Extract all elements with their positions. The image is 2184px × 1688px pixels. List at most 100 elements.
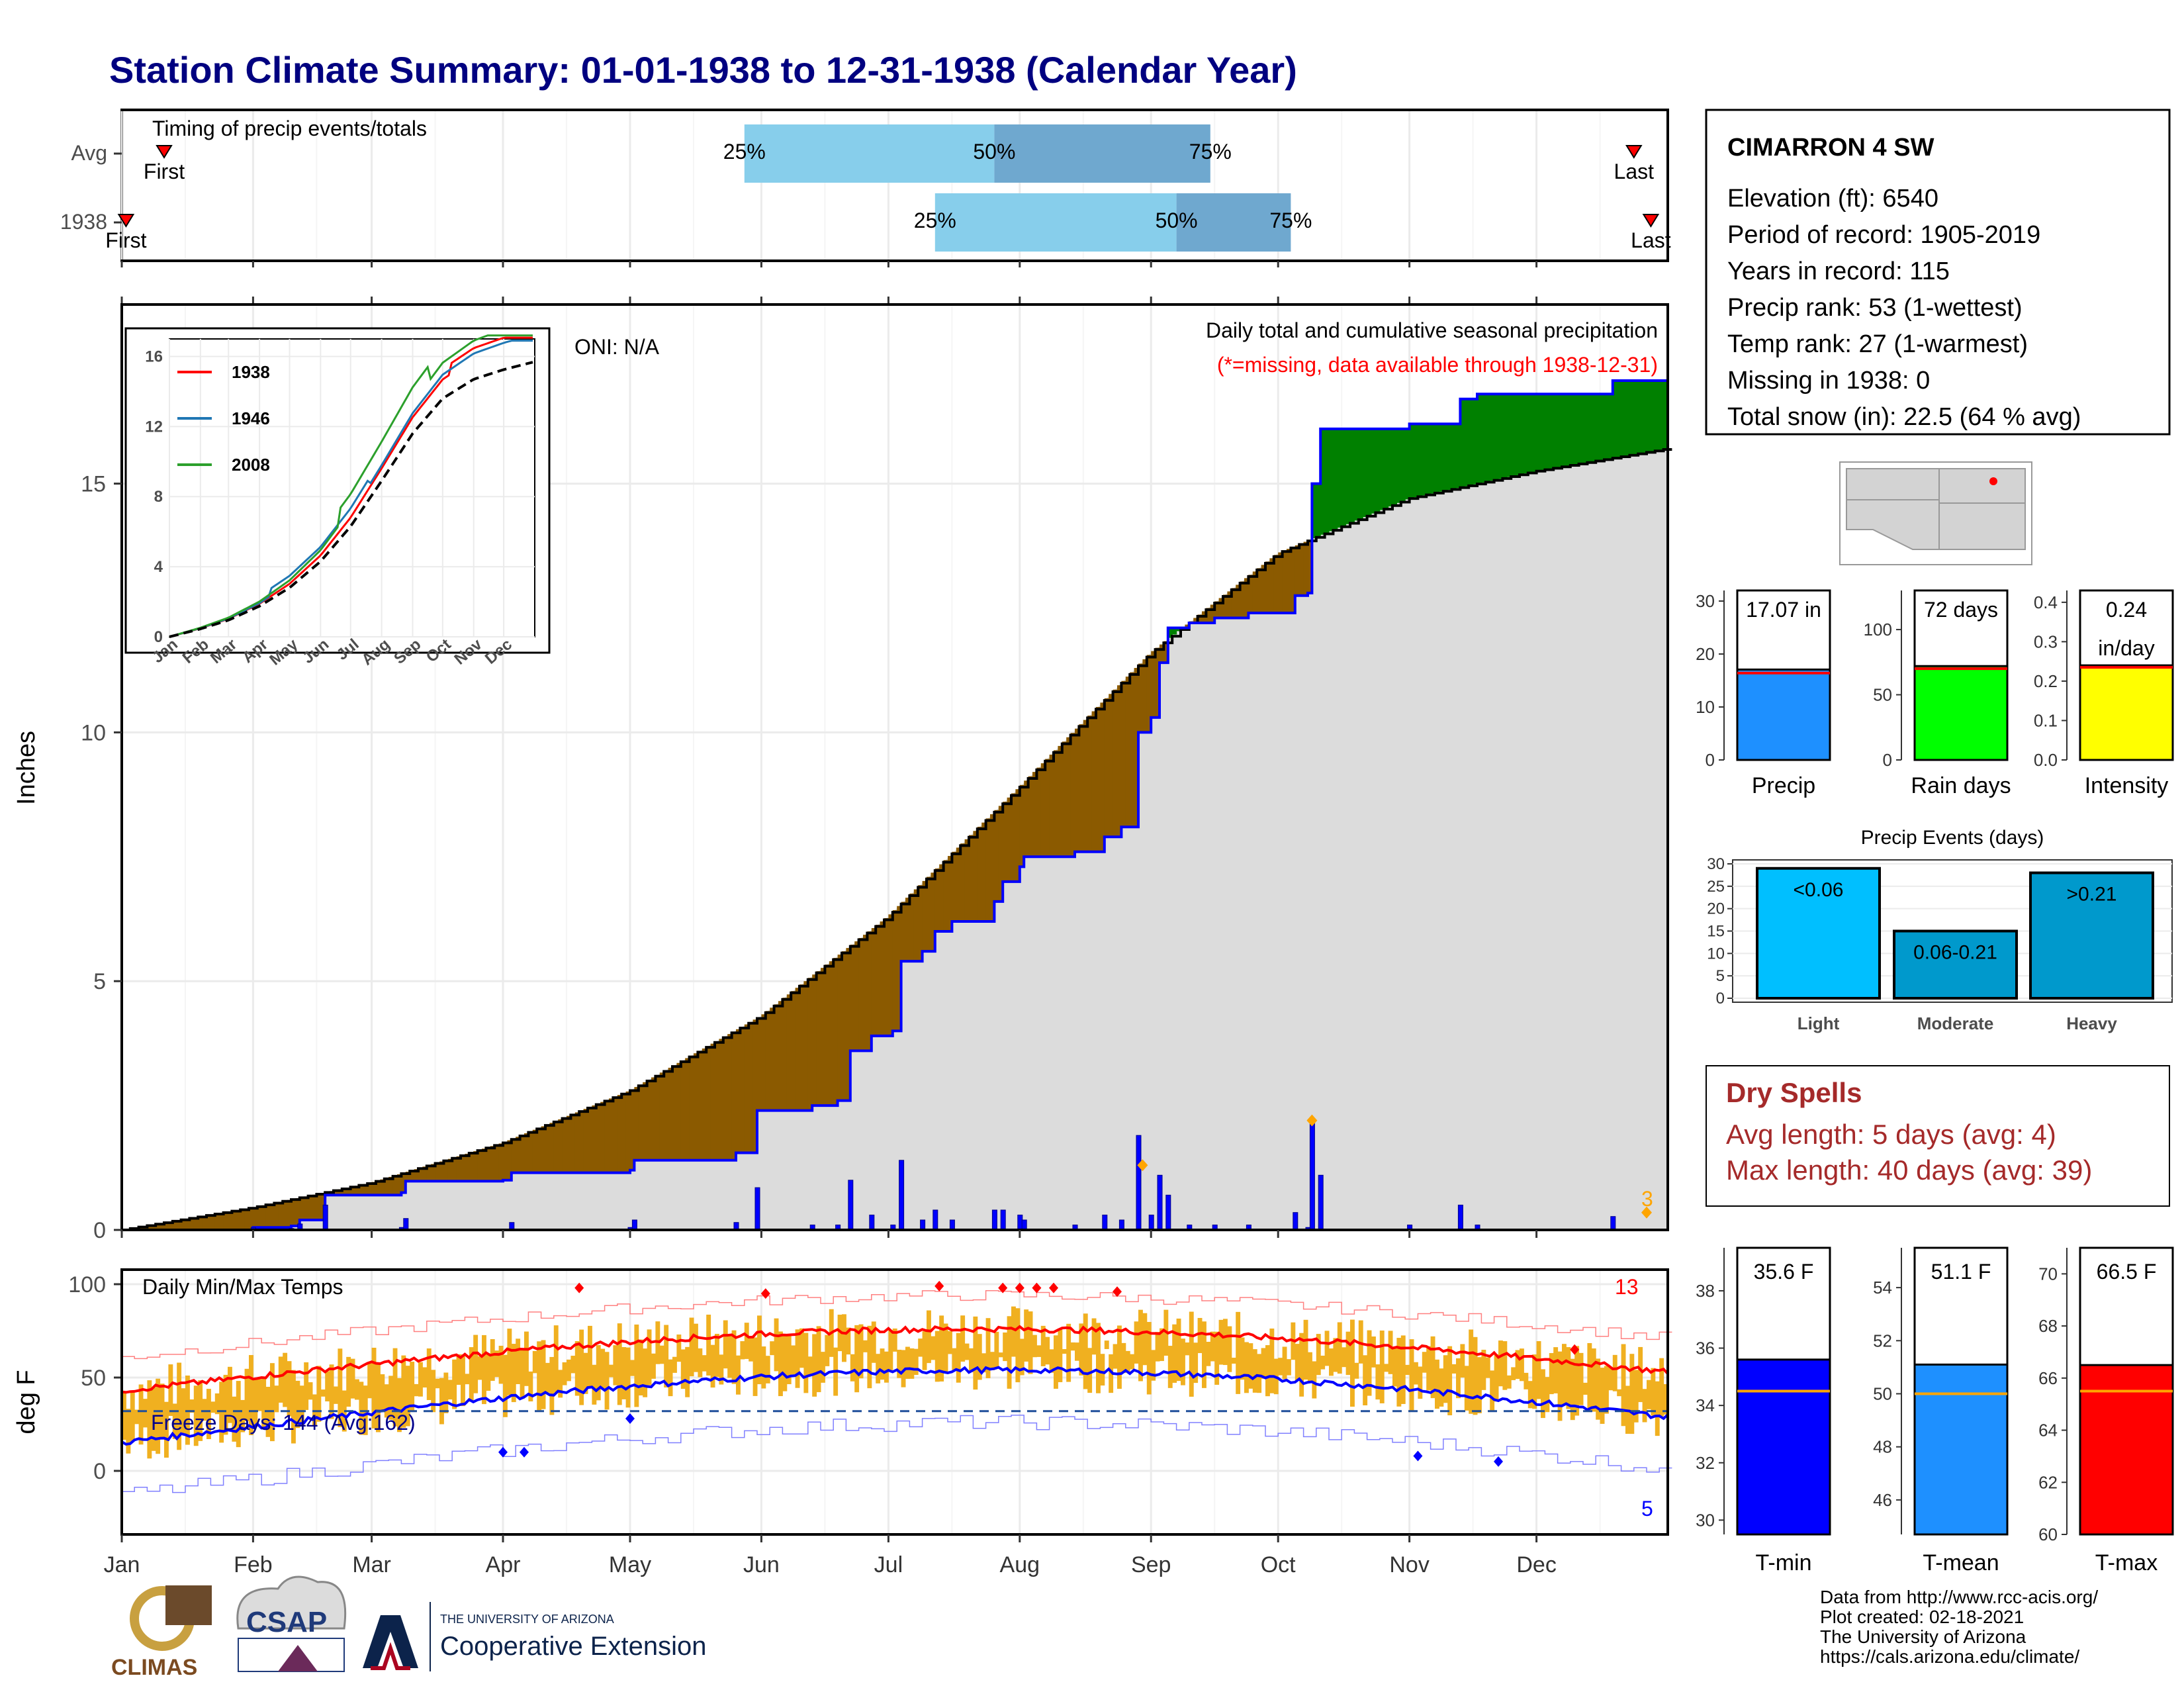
page-title: Station Climate Summary: 01-01-1938 to 1…	[109, 49, 1297, 91]
gauge-fill	[1736, 668, 1831, 761]
gauge-precip: 0 10 20 30 17.07 in Precip	[1696, 589, 1831, 798]
gauge-rain-days: 0 50 100 72 days Rain days	[1864, 589, 2011, 798]
month-label: Oct	[1261, 1552, 1296, 1577]
daily-precip-bar	[1102, 1214, 1108, 1231]
station-info-line: Elevation (ft): 6540	[1727, 185, 1938, 212]
ua-logo: THE UNIVERSITY OF ARIZONA Cooperative Ex…	[363, 1602, 706, 1671]
temp-gauge-tick: 50	[1873, 1384, 1892, 1404]
daily-precip-bar	[1165, 1194, 1171, 1231]
record-high-marker-icon	[934, 1280, 944, 1291]
temp-ytick: 0	[93, 1459, 106, 1484]
heavy-event-marker-icon	[1137, 1159, 1148, 1172]
events-bar-label: >0.21	[2067, 884, 2117, 906]
timing-p75-label: 75%	[1269, 209, 1312, 232]
gauge-label: Precip	[1752, 773, 1815, 798]
timing-row-label: Avg	[71, 141, 107, 165]
temp-gauge-t-max: 60 62 64 66 68 70 66.5 F T-max	[2038, 1246, 2174, 1575]
timing-last-marker-icon	[1642, 214, 1660, 228]
timing-first-label: First	[105, 228, 146, 252]
events-category: Moderate	[1917, 1013, 1994, 1033]
temp-gauge-tick: 54	[1873, 1278, 1892, 1297]
month-label: Jan	[104, 1552, 140, 1577]
daily-precip-bar	[1293, 1212, 1298, 1231]
record-low-marker-icon	[498, 1446, 508, 1458]
temp-gauge-tick: 48	[1873, 1437, 1892, 1457]
record-high-marker-icon	[1032, 1282, 1042, 1293]
record-high-marker-icon	[574, 1282, 584, 1293]
gauge-intensity: 0.0 0.1 0.2 0.3 0.4 0.24 in/day Intensity	[2034, 589, 2174, 798]
temp-gauge-value: 35.6 F	[1754, 1260, 1814, 1284]
daily-precip-bar	[1610, 1216, 1616, 1231]
precip-ytick: 10	[81, 720, 106, 745]
month-label: Aug	[1000, 1552, 1040, 1577]
timing-title: Timing of precip events/totals	[152, 117, 427, 140]
oni-label: ONI: N/A	[574, 335, 660, 359]
daily-precip-bar	[920, 1219, 926, 1231]
timing-panel: Timing of precip events/totals Avg 25% 50%…	[60, 109, 1671, 305]
station-info-box: CIMARRON 4 SW Elevation (ft): 6540 Period…	[1705, 109, 2171, 436]
avg-cumulative-area	[122, 448, 1668, 1230]
events-category: Heavy	[2066, 1013, 2117, 1033]
temp-ytick: 100	[68, 1272, 106, 1297]
gauge-value: 17.07 in	[1746, 598, 1821, 622]
record-low-marker-icon	[1413, 1450, 1423, 1462]
temp-gauge-tick: 64	[2038, 1421, 2058, 1440]
daily-precip-bar	[1309, 1120, 1315, 1231]
inset-ytick: 12	[145, 418, 163, 436]
timing-p75-label: 75%	[1189, 140, 1232, 164]
temp-gauge-value: 51.1 F	[1931, 1260, 1991, 1284]
record-high-marker-icon	[1015, 1282, 1024, 1293]
footer-line: Plot created: 02-18-2021	[1820, 1607, 2024, 1627]
record-high-marker-icon	[1049, 1282, 1058, 1293]
temp-gauge-label: T-min	[1756, 1550, 1812, 1575]
events-ytick: 15	[1707, 923, 1725, 941]
month-label: May	[609, 1552, 651, 1577]
footer-line: https://cals.arizona.edu/climate/	[1820, 1646, 2079, 1667]
events-ytick: 10	[1707, 945, 1725, 962]
record-low-marker-icon	[1494, 1456, 1503, 1467]
record-high-marker-icon	[1113, 1286, 1122, 1297]
record-high-marker-icon	[1570, 1344, 1580, 1355]
station-info-line: Temp rank: 27 (1-warmest)	[1727, 330, 2028, 358]
daily-precip-bar	[754, 1187, 760, 1231]
timing-row: 1938 25% 50% 75% First Last	[60, 193, 1671, 252]
gauge-fill	[2079, 664, 2174, 761]
timing-first-marker-icon	[156, 145, 173, 159]
temp-gauge-label: T-max	[2095, 1550, 2158, 1575]
footer-line: The University of Arizona	[1820, 1626, 2026, 1647]
gauge-tick: 10	[1696, 697, 1715, 717]
station-info-line: Precip rank: 53 (1-wettest)	[1727, 294, 2023, 322]
timing-p50-label: 50%	[973, 140, 1015, 164]
gauge-tick: 0.4	[2034, 592, 2058, 612]
precip-ytick: 0	[93, 1218, 106, 1243]
avg-max-line	[120, 1325, 1669, 1394]
location-map	[1839, 461, 2032, 565]
gauge-tick: 30	[1696, 591, 1715, 611]
temp-gauge-tick: 34	[1696, 1395, 1715, 1415]
precip-subtitle: Daily total and cumulative seasonal prec…	[1206, 318, 1658, 342]
svg-text:THE UNIVERSITY OF ARIZONA: THE UNIVERSITY OF ARIZONA	[440, 1613, 614, 1626]
gauge-value: 72 days	[1924, 598, 1998, 622]
inset-ytick: 8	[154, 488, 163, 506]
daily-precip-bar	[933, 1209, 938, 1231]
inset-legend-label: 2008	[232, 455, 270, 475]
dry-spells-avg: Avg length: 5 days (avg: 4)	[1726, 1119, 2056, 1150]
timing-p50-label: 50%	[1156, 209, 1198, 232]
temp-gauge-tick: 46	[1873, 1490, 1892, 1510]
station-info-line: Period of record: 1905-2019	[1727, 221, 2040, 249]
timing-last-label: Last	[1614, 160, 1655, 183]
station-info-line: Missing in 1938: 0	[1727, 367, 1930, 395]
gauge-tick: 100	[1864, 620, 1892, 639]
svg-text:CLIMAS: CLIMAS	[111, 1655, 197, 1680]
timing-bar-light	[934, 193, 1177, 252]
dry-spells-box: Dry Spells Avg length: 5 days (avg: 4) M…	[1706, 1065, 2170, 1207]
events-category: Light	[1797, 1013, 1840, 1033]
freeze-days-label: Freeze Days: 144 (Avg:162)	[151, 1411, 416, 1434]
daily-precip-bar	[403, 1218, 409, 1231]
events-ytick: 20	[1707, 900, 1725, 918]
precip-ylabel: Inches	[13, 731, 40, 805]
events-ytick: 5	[1716, 967, 1725, 985]
gauge-label: Intensity	[2085, 773, 2169, 798]
gauge-tick: 0.1	[2034, 710, 2058, 730]
events-ytick: 30	[1707, 855, 1725, 873]
